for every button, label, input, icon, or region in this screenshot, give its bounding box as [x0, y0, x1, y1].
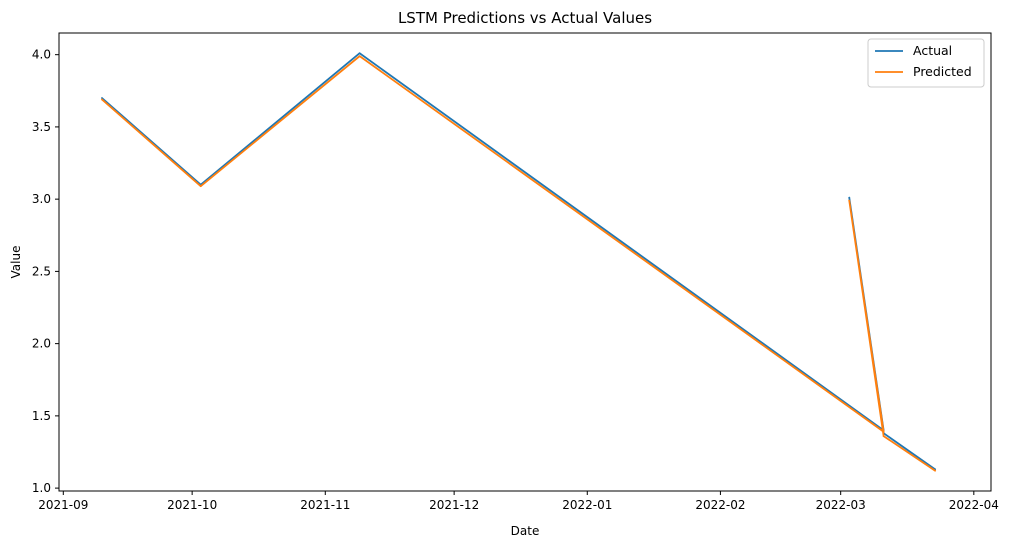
data-point-predicted: [882, 435, 885, 437]
series-layer: [101, 52, 937, 472]
x-tick-label: 2021-12: [429, 498, 479, 512]
y-tick-label: 1.5: [32, 409, 51, 423]
x-tick-label: 2021-09: [38, 498, 88, 512]
x-axis-title: Date: [511, 524, 540, 538]
data-point-actual: [101, 97, 103, 99]
data-point-predicted: [934, 469, 937, 472]
data-point-predicted: [358, 55, 361, 58]
y-axis-ticks: 1.0 1.5 2.0 2.5 3.0 3.5 4.0: [32, 48, 59, 495]
x-tick-label: 2022-01: [562, 498, 612, 512]
data-point-predicted: [199, 185, 202, 188]
y-tick-label: 2.0: [32, 337, 51, 351]
x-tick-label: 2021-10: [167, 498, 217, 512]
legend: Actual Predicted: [867, 38, 985, 88]
x-tick-label: 2021-11: [300, 498, 350, 512]
legend-predicted-label: Predicted: [913, 64, 972, 79]
data-point-predicted: [101, 98, 103, 101]
x-tick-label: 2022-02: [695, 498, 745, 512]
chart-title: LSTM Predictions vs Actual Values: [398, 9, 652, 27]
y-tick-label: 2.5: [32, 264, 51, 278]
x-tick-label: 2022-04: [949, 498, 999, 512]
plot-frame: [58, 32, 992, 492]
y-tick-label: 1.0: [32, 481, 51, 495]
data-point-actual: [848, 196, 851, 199]
data-point-predicted: [848, 199, 851, 202]
y-axis-title: Value: [9, 246, 23, 279]
x-tick-label: 2022-03: [816, 498, 866, 512]
data-point-actual: [358, 52, 361, 55]
y-tick-label: 3.0: [32, 192, 51, 206]
x-axis-ticks: 2021-09 2021-10 2021-11 2021-12 2022-01 2022-…: [38, 491, 999, 512]
y-tick-label: 4.0: [32, 48, 51, 62]
legend-actual-label: Actual: [913, 43, 952, 58]
y-tick-label: 3.5: [32, 120, 51, 134]
data-point-predicted: [882, 430, 885, 433]
